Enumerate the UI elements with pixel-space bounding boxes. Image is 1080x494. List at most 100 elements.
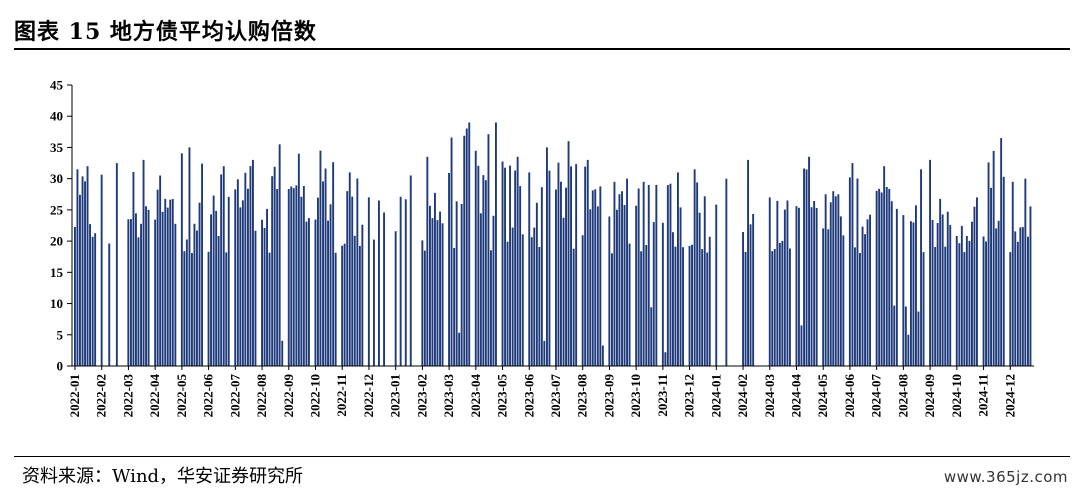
bar <box>768 197 771 366</box>
bar <box>329 204 332 366</box>
bar <box>616 209 618 366</box>
bar <box>815 208 818 366</box>
bar <box>786 200 789 366</box>
bar <box>963 252 966 366</box>
bar <box>570 166 572 366</box>
bar <box>81 176 84 366</box>
x-tick-label: 2022-02 <box>94 374 109 417</box>
bar <box>439 211 441 366</box>
bar <box>484 180 487 366</box>
bar <box>297 153 300 366</box>
x-tick-label: 2022-09 <box>281 374 296 418</box>
bar <box>798 207 800 366</box>
bar <box>861 226 864 366</box>
bar <box>596 206 599 366</box>
bar <box>100 174 103 366</box>
bar <box>236 179 239 366</box>
bar <box>147 209 150 366</box>
bar <box>239 207 242 366</box>
bar <box>915 205 917 366</box>
bar <box>944 246 947 366</box>
bar <box>904 306 907 366</box>
bar <box>973 206 976 366</box>
bar <box>79 194 81 366</box>
bar <box>516 156 519 366</box>
y-tick-label: 0 <box>57 359 64 374</box>
bar <box>664 352 667 366</box>
bar <box>132 172 135 366</box>
bar <box>263 227 266 366</box>
bar <box>530 237 533 366</box>
bar <box>434 192 436 366</box>
bar <box>135 213 137 366</box>
bar <box>514 170 517 366</box>
bar <box>538 247 541 366</box>
bar <box>829 202 832 366</box>
bar <box>949 224 952 366</box>
bar <box>436 220 439 366</box>
x-tick-label: 2024-03 <box>762 374 777 418</box>
bar <box>581 235 584 366</box>
bar <box>613 181 616 366</box>
bar <box>1000 138 1003 366</box>
bar <box>1019 227 1022 366</box>
bar <box>747 159 749 366</box>
bar <box>348 172 351 366</box>
x-tick-label: 2024-04 <box>789 374 804 418</box>
bar <box>1024 178 1027 366</box>
bar <box>805 169 808 366</box>
bar <box>188 147 191 366</box>
bar <box>703 196 706 366</box>
x-tick-label: 2024-08 <box>895 374 910 418</box>
bar <box>936 223 939 366</box>
x-tick-label: 2023-08 <box>575 374 590 418</box>
bar <box>332 162 335 366</box>
bar <box>934 247 937 366</box>
bar <box>142 159 145 366</box>
y-tick-label: 35 <box>50 140 64 155</box>
x-tick-label: 2022-03 <box>120 374 135 418</box>
bar <box>931 220 934 366</box>
bar <box>567 141 570 366</box>
bar <box>196 230 198 366</box>
bar <box>302 186 305 366</box>
bar <box>839 216 842 366</box>
bar <box>234 189 237 366</box>
bar <box>1027 236 1029 366</box>
bar <box>995 228 998 366</box>
bar <box>895 208 898 366</box>
bar <box>885 187 888 366</box>
bar <box>429 205 431 366</box>
bar <box>487 134 490 366</box>
x-tick-label: 2022-12 <box>361 374 376 417</box>
bar <box>453 248 456 366</box>
x-tick-label: 2023-05 <box>495 374 510 418</box>
bar <box>159 175 162 366</box>
bar <box>655 184 658 366</box>
bar <box>672 232 674 366</box>
bar <box>859 253 861 366</box>
bar <box>528 172 531 366</box>
bar <box>201 163 203 366</box>
bar <box>946 211 949 366</box>
bar <box>300 196 303 366</box>
bar <box>225 252 228 366</box>
bar <box>519 186 522 366</box>
bar <box>589 209 592 366</box>
bar <box>888 188 891 366</box>
bar <box>626 178 628 366</box>
bar <box>776 200 779 366</box>
bar <box>912 222 915 366</box>
bar <box>693 169 696 366</box>
bar <box>771 251 774 366</box>
bar <box>290 186 293 366</box>
bar <box>356 178 359 366</box>
bar <box>346 191 349 366</box>
bar <box>174 223 177 366</box>
x-tick-label: 2024-02 <box>735 374 750 417</box>
bar <box>511 227 514 366</box>
bar <box>423 250 426 366</box>
bar <box>591 190 594 366</box>
bar <box>560 181 562 366</box>
bar <box>540 187 543 366</box>
